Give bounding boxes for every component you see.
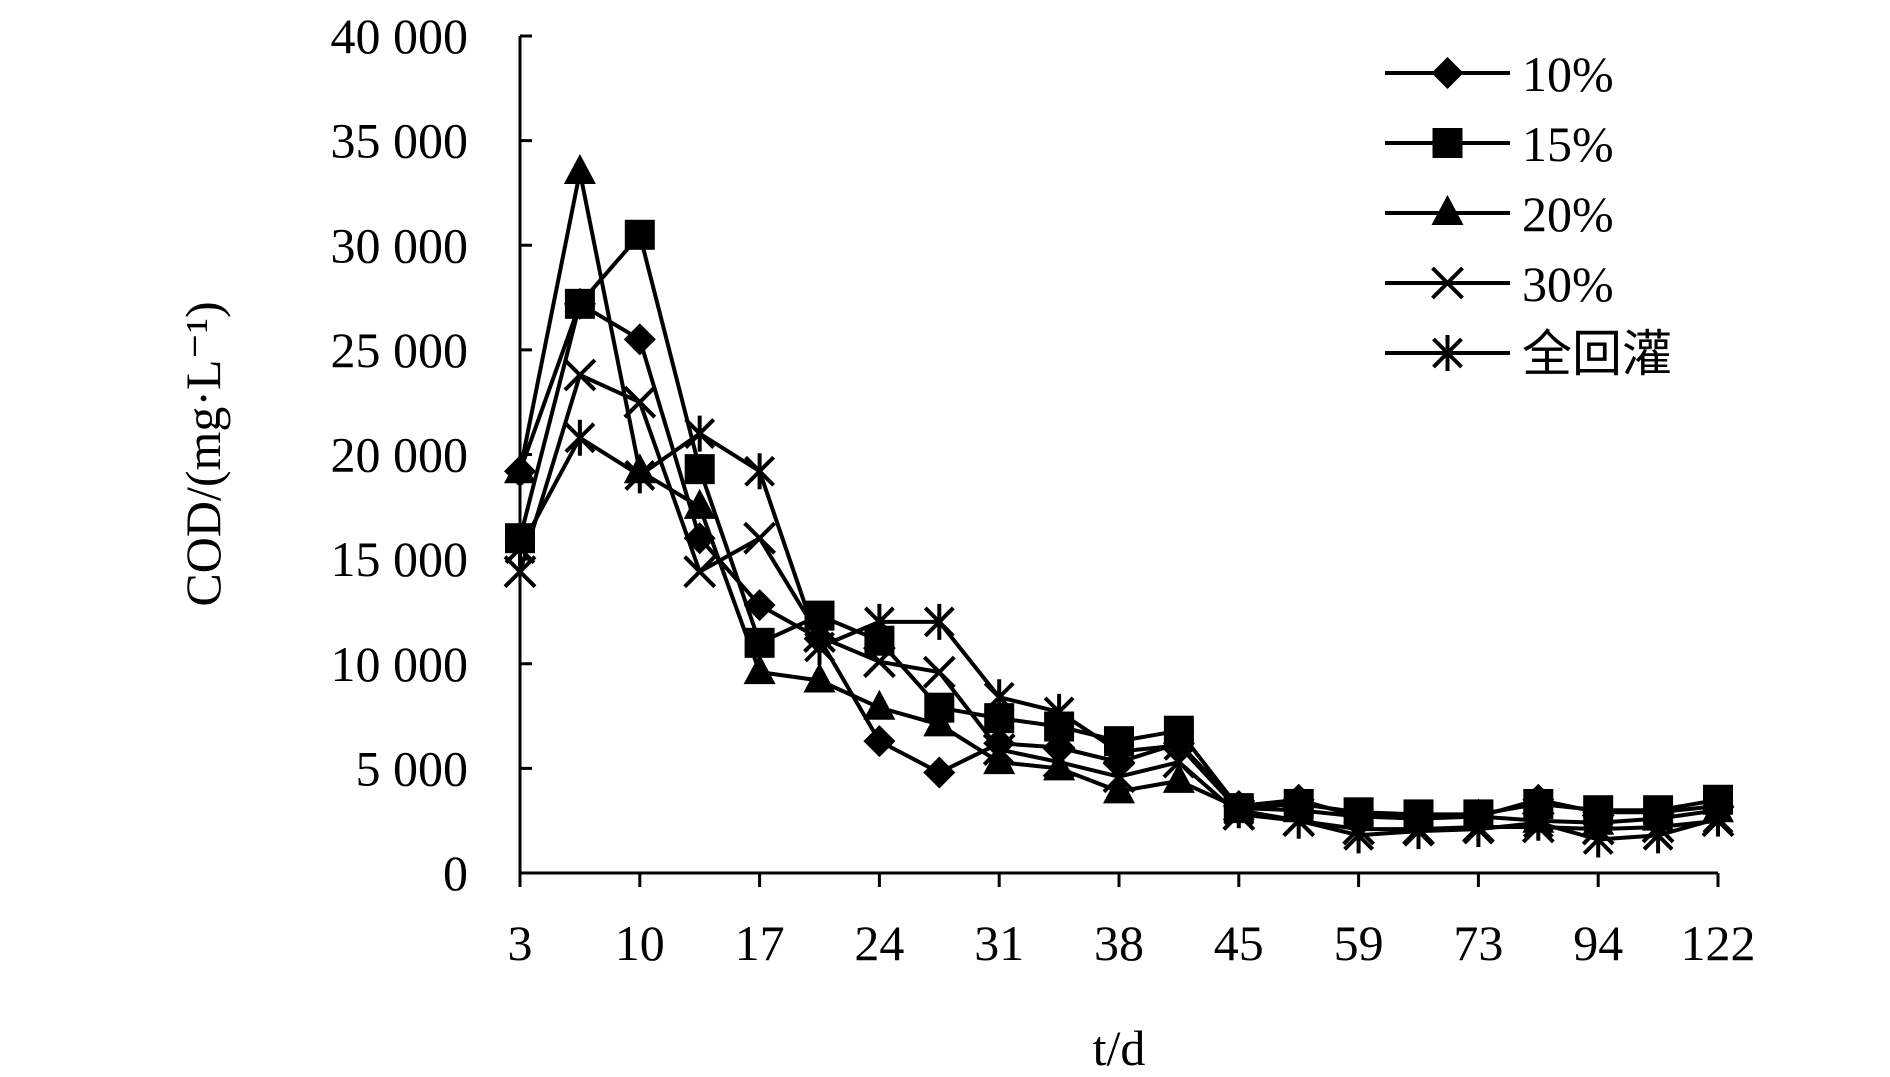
x-tick-label: 3 xyxy=(508,915,533,971)
legend-entry: 30% xyxy=(1385,256,1614,312)
x-tick-label: 24 xyxy=(854,915,904,971)
data-point xyxy=(1043,693,1075,730)
y-tick-label: 25 000 xyxy=(331,322,469,378)
data-point xyxy=(1403,813,1434,850)
y-tick-label: 0 xyxy=(443,845,468,901)
legend-label: 20% xyxy=(1522,186,1614,242)
y-tick-label: 5 000 xyxy=(356,740,469,796)
y-tick-label: 20 000 xyxy=(331,427,469,483)
data-point xyxy=(1163,727,1195,764)
data-point xyxy=(743,589,776,622)
data-point xyxy=(863,725,896,758)
data-point xyxy=(624,219,655,250)
data-point xyxy=(1642,800,1675,831)
data-point xyxy=(563,358,597,392)
data-point xyxy=(923,756,956,789)
legend: 10% 15% 20% 30% 全回灌 xyxy=(1385,46,1672,382)
x-tick-label: 73 xyxy=(1453,915,1503,971)
series-layer xyxy=(503,154,1735,858)
data-point xyxy=(923,706,956,737)
data-point xyxy=(1162,762,1195,793)
data-point xyxy=(1102,760,1136,794)
data-point xyxy=(683,555,717,589)
x-tick-label: 17 xyxy=(735,915,785,971)
data-point xyxy=(563,154,596,185)
y-tick-label: 10 000 xyxy=(331,636,469,692)
legend-marker xyxy=(1431,57,1464,89)
x-tick-label: 10 xyxy=(615,915,665,971)
legend-marker xyxy=(1432,335,1463,371)
data-point xyxy=(922,655,956,689)
legend-label: 10% xyxy=(1522,46,1614,102)
y-tick-label: 40 000 xyxy=(331,8,469,64)
data-point xyxy=(564,419,596,456)
x-tick-label: 38 xyxy=(1094,915,1144,971)
data-point xyxy=(683,488,716,519)
y-tick-label: 35 000 xyxy=(331,113,469,169)
data-point xyxy=(863,689,896,720)
x-tick-label: 45 xyxy=(1214,915,1264,971)
legend-entry: 全回灌 xyxy=(1385,326,1672,382)
data-point xyxy=(1283,802,1315,839)
data-point xyxy=(1522,804,1554,841)
data-point xyxy=(1103,733,1135,770)
series-5 xyxy=(504,415,1734,858)
legend-marker xyxy=(1431,266,1464,300)
legend-entry: 15% xyxy=(1385,116,1614,172)
x-axis-title: t/d xyxy=(1093,1020,1146,1076)
legend-label: 全回灌 xyxy=(1522,326,1672,382)
data-point xyxy=(503,555,537,589)
legend-label: 15% xyxy=(1522,116,1614,172)
data-point xyxy=(1642,817,1674,854)
data-point xyxy=(1103,773,1135,804)
data-point xyxy=(862,645,896,679)
data-point xyxy=(564,288,595,319)
data-point xyxy=(504,530,536,567)
data-point xyxy=(684,454,715,485)
data-point xyxy=(744,453,776,490)
data-point xyxy=(1582,821,1614,858)
y-axis-title: COD/(mg·L⁻¹) xyxy=(175,301,231,606)
x-ticks: 3 10 17 24 31 38 45 59 73 94 122 xyxy=(508,873,1756,971)
data-point xyxy=(504,453,536,484)
x-tick-label: 94 xyxy=(1573,915,1623,971)
data-point xyxy=(623,385,657,419)
data-point xyxy=(1343,817,1375,854)
legend-entry: 10% xyxy=(1385,46,1614,102)
data-point xyxy=(743,654,776,685)
x-tick-label: 122 xyxy=(1681,915,1756,971)
data-point xyxy=(983,744,1016,775)
data-point xyxy=(1223,792,1255,829)
legend-entry: 20% xyxy=(1385,186,1614,242)
data-point xyxy=(623,323,656,356)
data-point xyxy=(983,679,1015,716)
y-tick-label: 15 000 xyxy=(331,531,469,587)
x-tick-label: 59 xyxy=(1334,915,1384,971)
data-point xyxy=(684,415,716,452)
data-point xyxy=(982,733,1016,766)
legend-marker xyxy=(1432,128,1463,158)
data-point xyxy=(743,521,777,555)
data-point xyxy=(1702,800,1734,837)
data-point xyxy=(863,603,895,640)
data-point xyxy=(1462,811,1494,848)
data-point xyxy=(624,457,656,494)
data-point xyxy=(803,662,836,693)
legend-marker xyxy=(1431,195,1464,225)
x-tick-label: 31 xyxy=(974,915,1024,971)
y-tick-label: 30 000 xyxy=(331,217,469,273)
legend-label: 30% xyxy=(1522,256,1614,312)
data-point xyxy=(804,629,835,666)
data-point xyxy=(923,603,955,640)
y-ticks: 0 5 000 10 000 15 000 20 000 25 000 30 000 35 0… xyxy=(331,8,532,901)
data-point xyxy=(1042,745,1076,779)
